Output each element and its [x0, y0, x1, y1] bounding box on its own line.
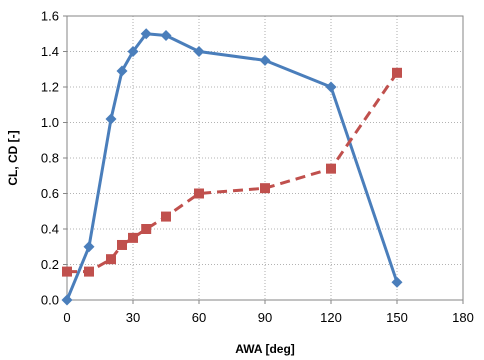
- y-tick-label: 1.4: [41, 44, 59, 59]
- y-tick-label: 1.2: [41, 80, 59, 95]
- series-1-point: [105, 113, 117, 125]
- series-1: [61, 28, 403, 306]
- x-axis: 0 30 60 90 120 150 180: [63, 300, 474, 325]
- series-1-point: [259, 54, 271, 66]
- series-2-point: [84, 266, 94, 277]
- y-tick-label: 0.8: [41, 151, 59, 166]
- series-2-point: [161, 211, 171, 222]
- series-2-point: [117, 239, 127, 250]
- y-tick-label: 0.0: [41, 293, 59, 308]
- series-1-point: [116, 65, 128, 77]
- y-axis: 0.0 0.2 0.4 0.6 0.8 1.0 1.2 1.4 1.6: [41, 9, 67, 308]
- series-2-line: [67, 71, 399, 274]
- series-1-point: [140, 28, 152, 40]
- series-2-point: [260, 183, 270, 194]
- series-1-point: [193, 46, 205, 57]
- series-1-point: [160, 30, 172, 42]
- x-tick-label: 150: [386, 310, 408, 325]
- series-1-point: [83, 241, 95, 253]
- series-1-point: [325, 81, 337, 93]
- x-tick-label: 120: [320, 310, 342, 325]
- series-2-point: [392, 67, 402, 78]
- series-1-point: [61, 294, 73, 306]
- series-2-point: [128, 232, 138, 243]
- series-2-point: [141, 224, 152, 234]
- y-tick-label: 0.4: [41, 222, 59, 237]
- series-2-point: [62, 266, 72, 277]
- y-tick-label: 0.2: [41, 257, 59, 272]
- series-2-point: [326, 163, 336, 174]
- series-2: [62, 67, 402, 277]
- y-tick-label: 1.0: [41, 115, 59, 130]
- x-tick-label: 180: [452, 310, 474, 325]
- series-2-point: [194, 188, 204, 199]
- y-tick-label: 1.6: [41, 9, 59, 24]
- x-tick-label: 90: [258, 310, 272, 325]
- series-2-point: [106, 254, 116, 265]
- x-tick-label: 60: [192, 310, 206, 325]
- series-1-line: [65, 32, 399, 301]
- series-1-point: [391, 276, 403, 288]
- x-axis-title: AWA [deg]: [235, 342, 295, 356]
- x-tick-label: 30: [126, 310, 140, 325]
- series-1-point: [127, 46, 139, 57]
- y-axis-title: CL, CD [-]: [6, 130, 20, 185]
- y-tick-label: 0.6: [41, 186, 59, 201]
- plot-area: [61, 28, 403, 306]
- x-tick-label: 0: [63, 310, 70, 325]
